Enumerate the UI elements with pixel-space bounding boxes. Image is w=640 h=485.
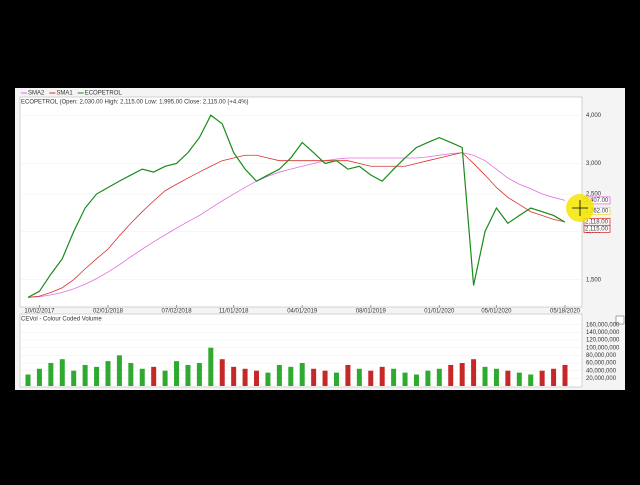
volume-bar (276, 364, 282, 386)
volume-bar (471, 359, 477, 386)
volume-bar (448, 364, 454, 386)
x-tick-label: 08/01/2019 (356, 309, 387, 315)
y-tick-label: 20,000,000 (586, 376, 617, 382)
volume-bar (265, 372, 271, 386)
volume-bar (528, 374, 534, 386)
price-pane (19, 96, 583, 308)
volume-bar (368, 370, 374, 386)
y-tick-label: 4,000 (586, 113, 602, 119)
pane-button[interactable] (615, 315, 625, 325)
x-tick-label: 02/01/2018 (93, 309, 124, 315)
volume-bar (36, 368, 42, 386)
volume-bar (505, 370, 511, 386)
legend-label: SMA1 (56, 91, 73, 97)
price-info: ECOPETROL (Open: 2,030.00 High: 2,115.00… (21, 100, 249, 106)
volume-bar (242, 368, 248, 386)
volume-bar (254, 370, 260, 386)
volume-bar (413, 374, 419, 386)
x-tick-label: 05/18/2020 (550, 309, 581, 315)
legend-label: SMA2 (28, 91, 45, 97)
volume-bar (493, 368, 499, 386)
price-label: 2,407.00 (585, 198, 609, 204)
volume-bar (551, 368, 557, 386)
legend-label: ECOPETROL (85, 91, 123, 97)
volume-bar (459, 363, 465, 386)
volume-bar (25, 374, 31, 386)
volume-bar (391, 368, 397, 386)
y-tick-label: 2,500 (586, 192, 602, 198)
volume-bar (128, 363, 134, 386)
y-tick-label: 100,000,000 (586, 345, 620, 351)
volume-bar (299, 363, 305, 386)
volume-bar (436, 368, 442, 386)
volume-bar (333, 372, 339, 386)
volume-bar (482, 366, 488, 386)
series-line (27, 152, 566, 298)
x-tick-label: 11/01/2018 (219, 309, 249, 315)
volume-bar (185, 364, 191, 386)
volume-bar (379, 366, 385, 386)
volume-bar (425, 370, 431, 386)
volume-title: CEVol - Colour Coded Volume (21, 317, 102, 323)
volume-bar (219, 359, 225, 386)
series-line (27, 114, 566, 298)
volume-bar (116, 355, 122, 386)
x-tick-label: 04/01/2019 (287, 309, 318, 315)
y-tick-label: 120,000,000 (586, 338, 620, 344)
volume-bar (562, 364, 568, 386)
volume-bar (516, 372, 522, 386)
price-label: 2,118.00 (585, 219, 609, 225)
volume-bar (59, 359, 65, 386)
volume-bar (139, 368, 145, 386)
volume-bar (539, 370, 545, 386)
y-tick-label: 3,000 (586, 161, 602, 167)
y-tick-label: 140,000,000 (586, 330, 620, 336)
volume-bar (356, 368, 362, 386)
volume-bar (174, 361, 180, 386)
volume-bar (196, 363, 202, 386)
volume-bar (82, 364, 88, 386)
volume-bar (288, 366, 294, 386)
volume-bar (105, 361, 111, 386)
series-line (27, 152, 566, 298)
volume-bar (311, 368, 317, 386)
volume-bar (231, 366, 237, 386)
y-tick-label: 60,000,000 (586, 361, 617, 367)
volume-bar (322, 370, 328, 386)
x-tick-label: 10/02/2017 (24, 309, 55, 315)
volume-bar (94, 366, 100, 386)
y-tick-label: 1,500 (586, 277, 602, 283)
volume-bar (71, 370, 77, 386)
volume-bar (208, 347, 214, 386)
cursor (572, 200, 588, 216)
price-label: 2,115.00 (585, 226, 609, 232)
volume-bar (151, 366, 157, 386)
price-label: 2,262.00 (585, 208, 609, 214)
volume-bar (345, 364, 351, 386)
volume-bar (48, 363, 54, 386)
price-label-box (583, 224, 611, 233)
volume-bar (162, 370, 168, 386)
x-tick-label: 05/01/2020 (481, 309, 512, 315)
x-tick-label: 07/02/2018 (162, 309, 193, 315)
x-tick-label: 01/01/2020 (424, 309, 455, 315)
y-tick-label: 80,000,000 (586, 353, 617, 359)
y-tick-label: 40,000,000 (586, 368, 617, 374)
y-tick-label: 160,000,000 (586, 322, 620, 328)
volume-bar (402, 372, 408, 386)
